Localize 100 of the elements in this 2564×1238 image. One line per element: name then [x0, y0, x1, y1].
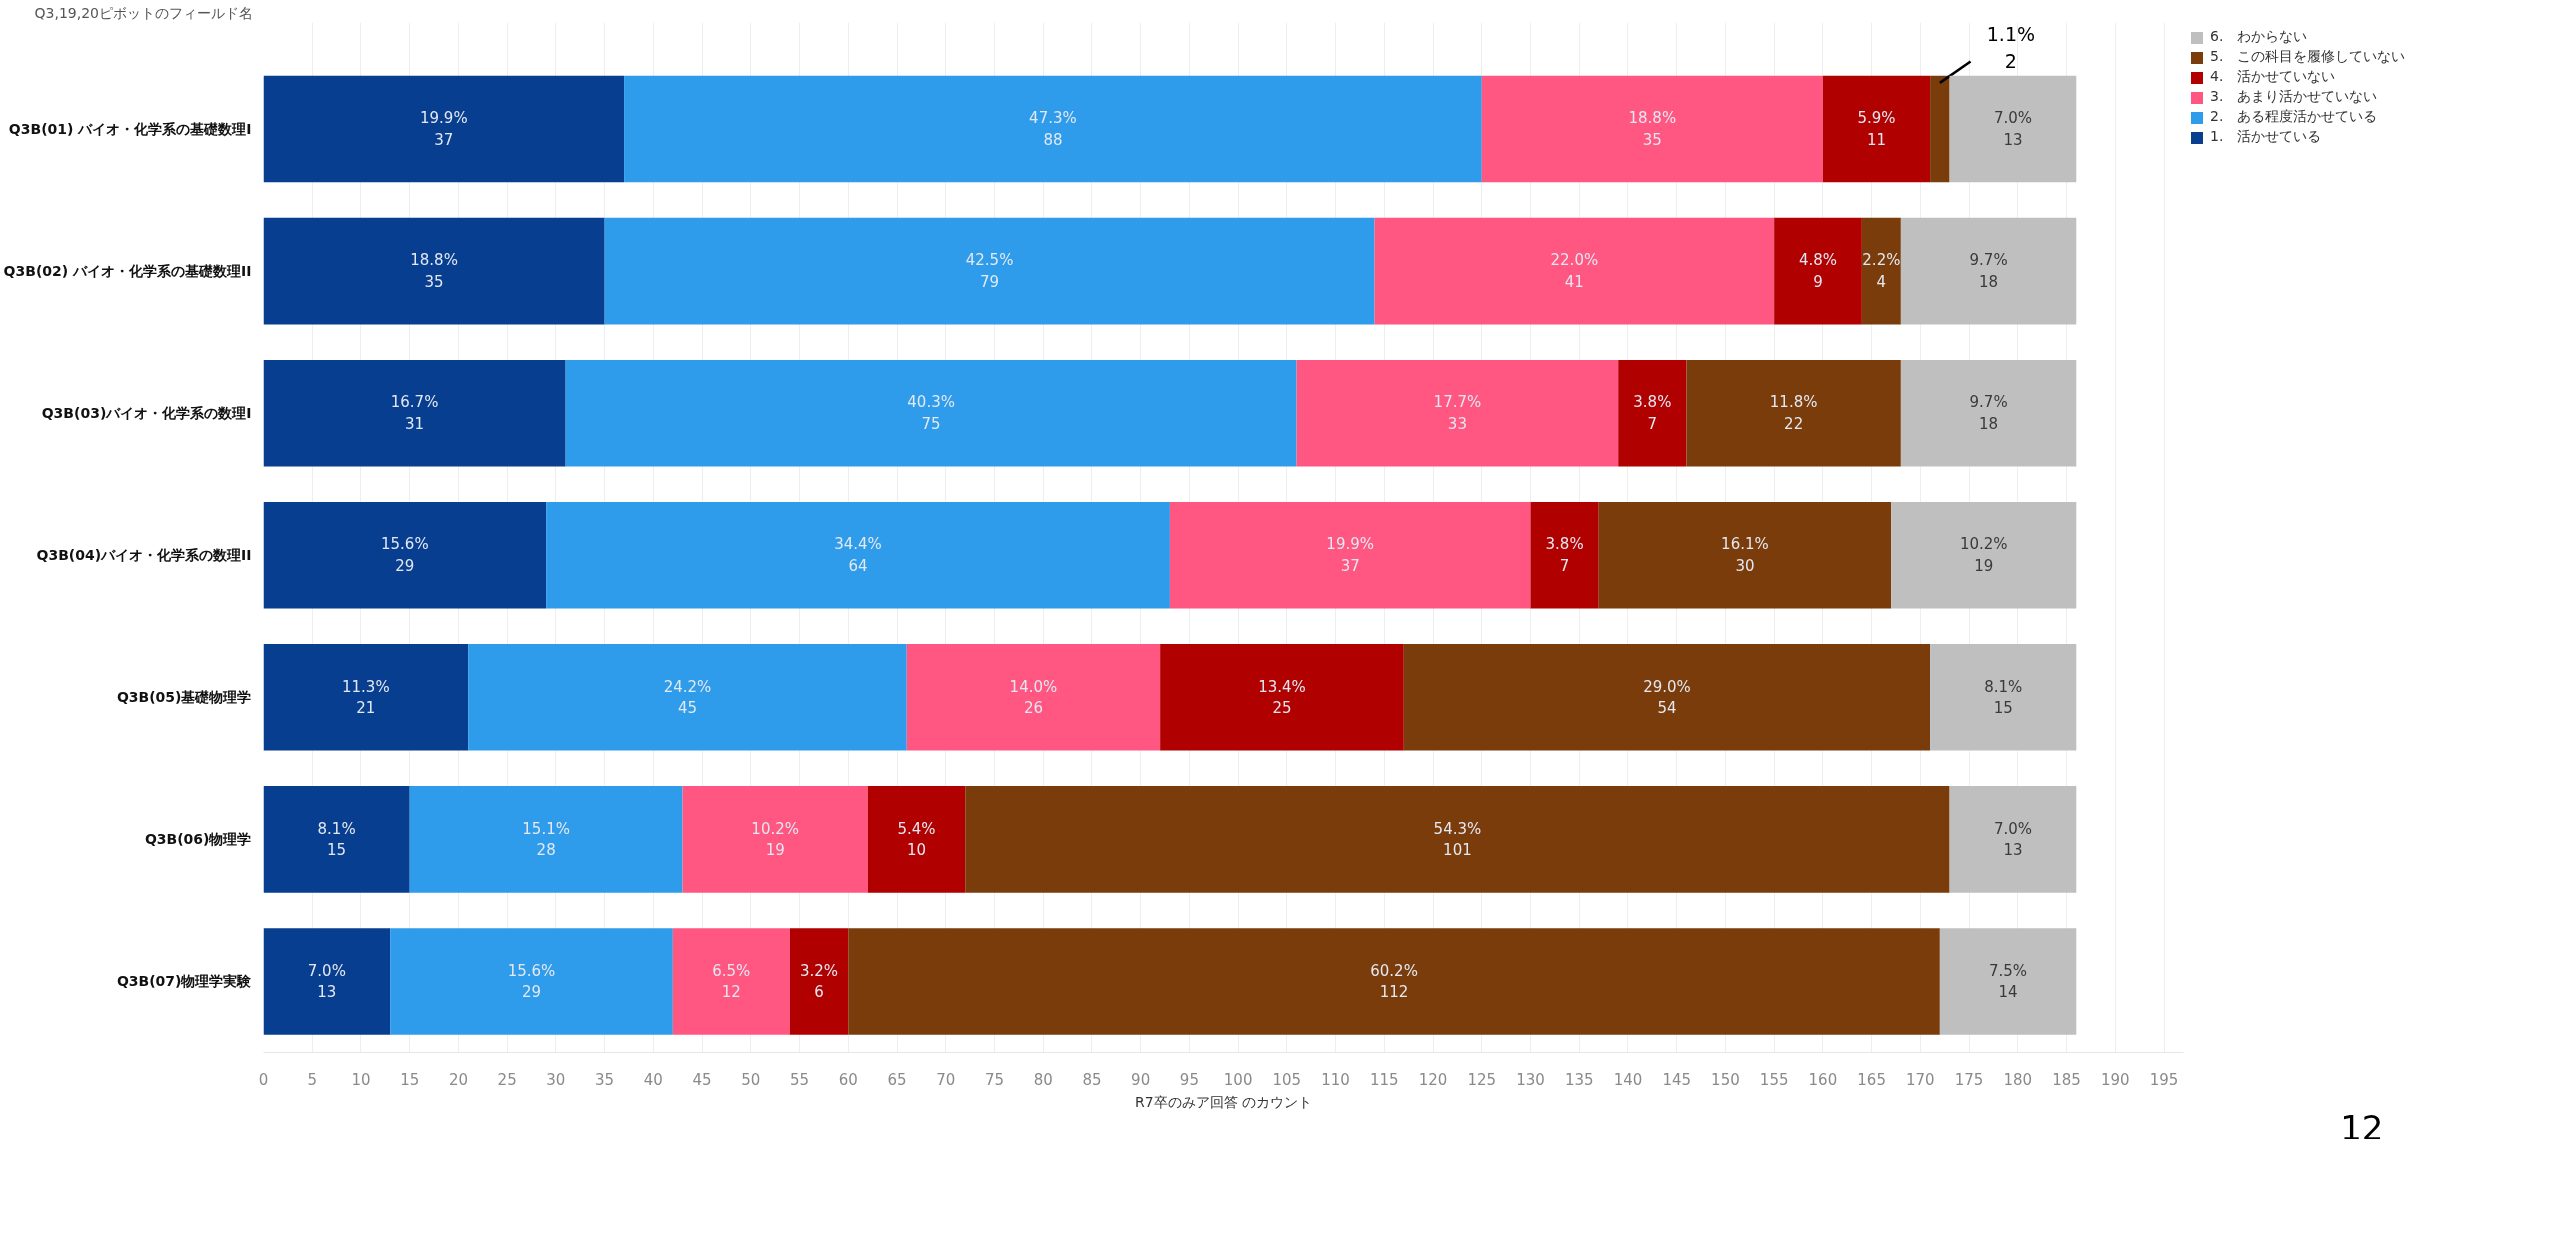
- x-tick-label: 85: [1082, 1070, 1102, 1089]
- x-tick-label: 65: [887, 1070, 907, 1089]
- data-label: 7.0% 13: [1993, 109, 2032, 149]
- data-label: 18.8% 35: [410, 251, 458, 291]
- x-tick-label: 145: [1662, 1070, 1692, 1089]
- x-tick-label: 20: [448, 1070, 468, 1089]
- data-label: 22.0% 41: [1550, 251, 1599, 291]
- bar: [1403, 644, 1931, 751]
- data-label: 7.5% 14: [1989, 961, 2028, 1002]
- data-label: 15.1% 28: [522, 819, 570, 860]
- x-axis-title: R7卒のみア回答 のカウント: [1134, 1093, 1313, 1110]
- legend-label: 4. 活かせていない: [2210, 68, 2336, 86]
- x-tick-label: 45: [692, 1070, 712, 1089]
- bar: [1949, 786, 2077, 893]
- legend-label: 1. 活かせている: [2210, 128, 2322, 146]
- x-tick-label: 110: [1321, 1070, 1350, 1089]
- data-label: 9.7% 18: [1969, 393, 2008, 433]
- x-tick-label: 120: [1418, 1070, 1448, 1089]
- y-tick-label: Q3B(03)バイオ・化学系の数理I: [41, 405, 252, 422]
- x-tick-label: 60: [838, 1070, 858, 1089]
- data-label: 1.1% 2: [1986, 23, 2036, 72]
- bar: [1939, 928, 2077, 1035]
- x-tick-label: 100: [1223, 1070, 1253, 1089]
- x-tick-label: 50: [741, 1070, 761, 1089]
- data-label: 5.4% 10: [897, 819, 936, 860]
- bar: [263, 75, 625, 183]
- bar: [1296, 359, 1619, 467]
- bar: [263, 928, 391, 1035]
- x-tick-label: 0: [258, 1070, 269, 1089]
- data-label: 40.3% 75: [907, 393, 955, 433]
- data-label: 4.8% 9: [1798, 251, 1838, 291]
- data-label: 19.9% 37: [419, 109, 468, 149]
- bar: [624, 75, 1482, 183]
- data-label: 16.7% 31: [390, 393, 439, 433]
- y-tick-label: Q3B(06)物理学: [144, 831, 252, 848]
- x-tick-label: 10: [351, 1070, 371, 1089]
- x-tick-label: 195: [2149, 1070, 2179, 1089]
- bar: [1861, 217, 1901, 325]
- bar: [1949, 75, 2077, 183]
- y-tick-label: Q3B(07)物理学実験: [116, 973, 253, 990]
- data-label: 9.7% 18: [1969, 251, 2008, 291]
- data-label: 3.8% 7: [1545, 535, 1584, 576]
- data-label: 7.0% 13: [307, 961, 346, 1002]
- data-label: 2.2% 4: [1862, 251, 1901, 291]
- x-tick-label: 180: [2003, 1070, 2033, 1089]
- bar: [1374, 217, 1775, 325]
- x-tick-label: 75: [984, 1070, 1005, 1089]
- bar: [1686, 359, 1901, 467]
- data-label: 19.9% 37: [1326, 535, 1375, 576]
- legend-label: 3. あまり活かせていない: [2210, 88, 2378, 106]
- x-tick-label: 125: [1467, 1070, 1497, 1089]
- legend-label: 2. ある程度活かせている: [2210, 108, 2378, 126]
- bar: [672, 928, 790, 1035]
- data-label: 3.2% 6: [799, 961, 839, 1002]
- x-tick-label: 165: [1857, 1070, 1886, 1089]
- data-label: 11.8% 22: [1769, 393, 1818, 433]
- y-axis-title: Q3,19,20ピボットのフィールド名: [34, 4, 253, 21]
- data-label: 60.2% 112: [1370, 961, 1418, 1002]
- bar: [1598, 501, 1892, 609]
- bar: [565, 359, 1297, 467]
- bar: [965, 786, 1950, 893]
- data-label: 24.2% 45: [663, 677, 712, 718]
- bar: [1530, 501, 1599, 609]
- data-label: 6.5% 12: [712, 961, 751, 1002]
- bar: [906, 644, 1161, 751]
- x-tick-label: 15: [400, 1070, 420, 1089]
- bar: [546, 501, 1170, 609]
- y-tick-label: Q3B(01) バイオ・化学系の基礎数理I: [8, 121, 252, 138]
- data-label: 54.3% 101: [1433, 819, 1482, 860]
- data-label: 34.4% 64: [834, 535, 882, 576]
- bar: [263, 217, 605, 325]
- data-label: 15.6% 29: [380, 535, 429, 576]
- legend-label: 6. わからない: [2210, 28, 2308, 46]
- x-tick-label: 170: [1906, 1070, 1935, 1089]
- bar: [468, 644, 907, 751]
- x-tick-label: 160: [1808, 1070, 1838, 1089]
- data-label: 15.6% 29: [507, 961, 556, 1002]
- x-tick-label: 135: [1564, 1070, 1594, 1089]
- data-label: 10.2% 19: [751, 819, 800, 860]
- bar: [1900, 217, 2077, 325]
- x-tick-label: 5: [307, 1070, 318, 1089]
- y-tick-label: Q3B(02) バイオ・化学系の基礎数理II: [3, 263, 252, 280]
- data-label: 16.1% 30: [1721, 535, 1769, 576]
- data-label: 3.8% 7: [1633, 393, 1672, 433]
- data-label: 42.5% 79: [965, 251, 1014, 291]
- bar: [263, 501, 547, 609]
- data-label: 14.0% 26: [1009, 677, 1058, 718]
- x-tick-label: 185: [2052, 1070, 2081, 1089]
- bar: [1822, 75, 1931, 183]
- bar: [1930, 75, 1950, 183]
- bar: [682, 786, 868, 893]
- bar: [867, 786, 966, 893]
- bar: [1160, 644, 1404, 751]
- data-label: 5.9% 11: [1857, 109, 1896, 149]
- data-label: 17.7% 33: [1433, 393, 1482, 433]
- x-tick-label: 90: [1131, 1070, 1151, 1089]
- x-tick-label: 40: [643, 1070, 663, 1089]
- data-label: 29.0% 54: [1643, 677, 1691, 718]
- x-tick-label: 30: [546, 1070, 566, 1089]
- x-tick-label: 55: [790, 1070, 810, 1089]
